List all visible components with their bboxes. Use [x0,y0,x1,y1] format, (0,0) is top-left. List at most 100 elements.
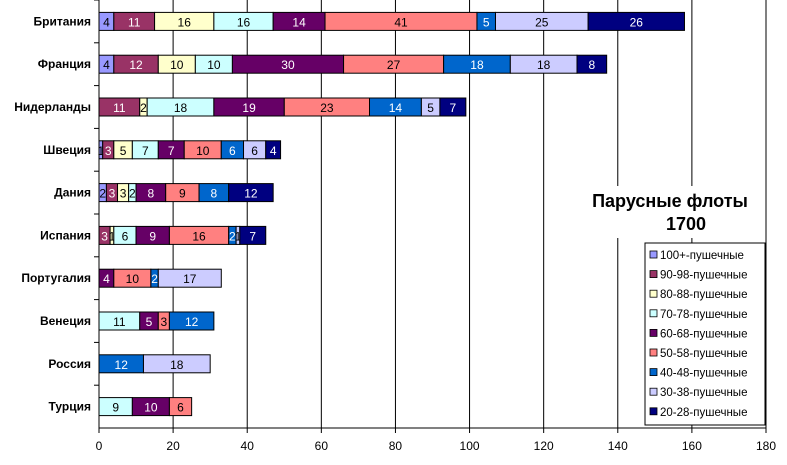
data-label: 6 [251,144,258,158]
data-label: 18 [537,58,551,72]
data-label: 4 [103,15,110,29]
y-category-label: Турция [49,400,91,414]
bar-segment [239,225,267,245]
data-label: 7 [142,144,149,158]
data-label: 6 [229,144,236,158]
data-label: 2 [140,101,147,115]
data-label: 8 [148,187,155,201]
data-label: 2 [129,187,136,201]
x-tick-label: 20 [166,439,180,453]
y-category-label: Нидерланды [14,100,91,114]
legend-swatch [649,289,658,298]
data-label: 16 [237,15,251,29]
legend-swatch [649,348,658,357]
legend-swatch [649,250,658,259]
data-label: 5 [120,144,127,158]
chart-subtitle: 1700 [666,214,706,234]
data-label: 30 [281,58,295,72]
legend-box [644,242,766,426]
legend-label: 20-28-пушечные [660,407,747,419]
legend-label: 40-48-пушечные [660,368,747,380]
bar-segment [168,397,193,417]
legend-label: 60-68-пушечные [660,328,747,340]
data-label: 3 [120,187,127,201]
data-label: 9 [179,187,186,201]
legend-label: 70-78-пушечные [660,309,747,321]
data-label: 10 [207,58,221,72]
data-label: 14 [292,15,306,29]
data-label: 3 [161,315,168,329]
data-label: 19 [242,101,256,115]
data-label: 3 [105,144,112,158]
data-label: 16 [192,229,206,243]
data-label: 1 [109,229,116,243]
data-label: 1 [98,144,105,158]
y-category-label: Дания [54,186,91,200]
title-background [578,186,764,238]
data-label: 11 [128,15,141,29]
data-label: 17 [183,272,197,286]
y-category-label: Франция [38,57,91,71]
legend-swatch [649,368,658,377]
data-label: 25 [535,15,549,29]
data-label: 7 [450,101,457,115]
legend-label: 80-88-пушечные [660,289,747,301]
data-label: 14 [389,101,403,115]
data-label: 10 [144,401,158,415]
x-tick-label: 160 [682,439,702,453]
legend: 100+-пушечные 90-98-пушечные 80-88-пушечны… [644,242,766,426]
y-category-label: Португалия [21,271,91,285]
data-label: 4 [103,58,110,72]
bar-segment [168,311,215,331]
data-label: 11 [113,315,126,329]
data-label: 7 [168,144,175,158]
x-tick-label: 80 [389,439,403,453]
chart-title: Парусные флоты [592,191,748,211]
legend-swatch [649,407,658,416]
data-label: 2 [99,187,106,201]
y-category-label: Россия [48,357,91,371]
data-label: 12 [115,358,129,372]
data-label: 5 [427,101,434,115]
data-label: 12 [129,58,143,72]
data-label: 9 [112,401,119,415]
legend-swatch [649,328,658,337]
bar-segment [576,54,608,74]
data-label: 7 [249,229,256,243]
legend-label: 90-98-пушечные [660,270,747,282]
data-label: 1 [235,229,242,243]
x-tick-label: 40 [241,439,255,453]
data-label: 6 [177,401,184,415]
y-category-label: Британия [33,14,91,28]
data-label: 12 [244,187,258,201]
data-label: 3 [101,229,108,243]
legend-label: 50-58-пушечные [660,348,747,360]
data-label: 10 [170,58,184,72]
y-category-label: Испания [40,228,91,242]
data-label: 12 [185,315,199,329]
legend-label: 100+-пушечные [660,250,744,262]
data-label: 11 [113,101,126,115]
data-label: 5 [483,15,490,29]
data-label: 4 [270,144,277,158]
legend-label: 30-38-пушечные [660,387,747,399]
x-tick-label: 140 [608,439,628,453]
bars: 4 11 16 16 14 41 5 25 264 12 10 10 30 27 18 18 811 2 18 19 2… [98,11,685,417]
data-label: 10 [196,144,210,158]
data-label: 5 [146,315,153,329]
data-label: 18 [170,358,184,372]
data-label: 8 [211,187,218,201]
data-label: 4 [103,272,110,286]
x-tick-label: 120 [534,439,554,453]
bar-segment [157,268,222,288]
bar-segment [142,354,211,374]
data-label: 16 [178,15,192,29]
y-category-label: Швеция [43,143,91,157]
legend-swatch [649,387,658,396]
x-tick-label: 180 [756,439,776,453]
axes: 0 20 40 60 80 100 120 140 160 180 Британия Франция Н… [14,0,776,453]
legend-swatch [649,309,658,318]
data-label: 10 [126,272,140,286]
x-tick-label: 0 [96,439,103,453]
